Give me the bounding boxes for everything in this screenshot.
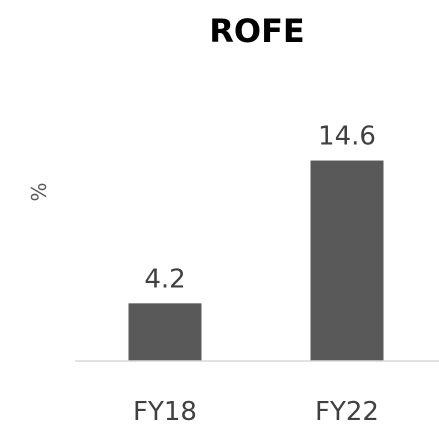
- x-tick-label-fy22: FY22: [315, 397, 379, 425]
- y-axis-label: %: [27, 182, 51, 201]
- chart-title: ROFE: [209, 12, 305, 50]
- bars-layer: [128, 160, 384, 361]
- data-label-fy18: 4.2: [144, 264, 185, 294]
- labels-layer: 4.2 FY18 14.6 FY22: [133, 122, 379, 425]
- x-tick-label-fy18: FY18: [133, 397, 197, 425]
- bar-fy18: [128, 303, 202, 361]
- bar-fy22: [310, 160, 384, 361]
- data-label-fy22: 14.6: [318, 122, 376, 152]
